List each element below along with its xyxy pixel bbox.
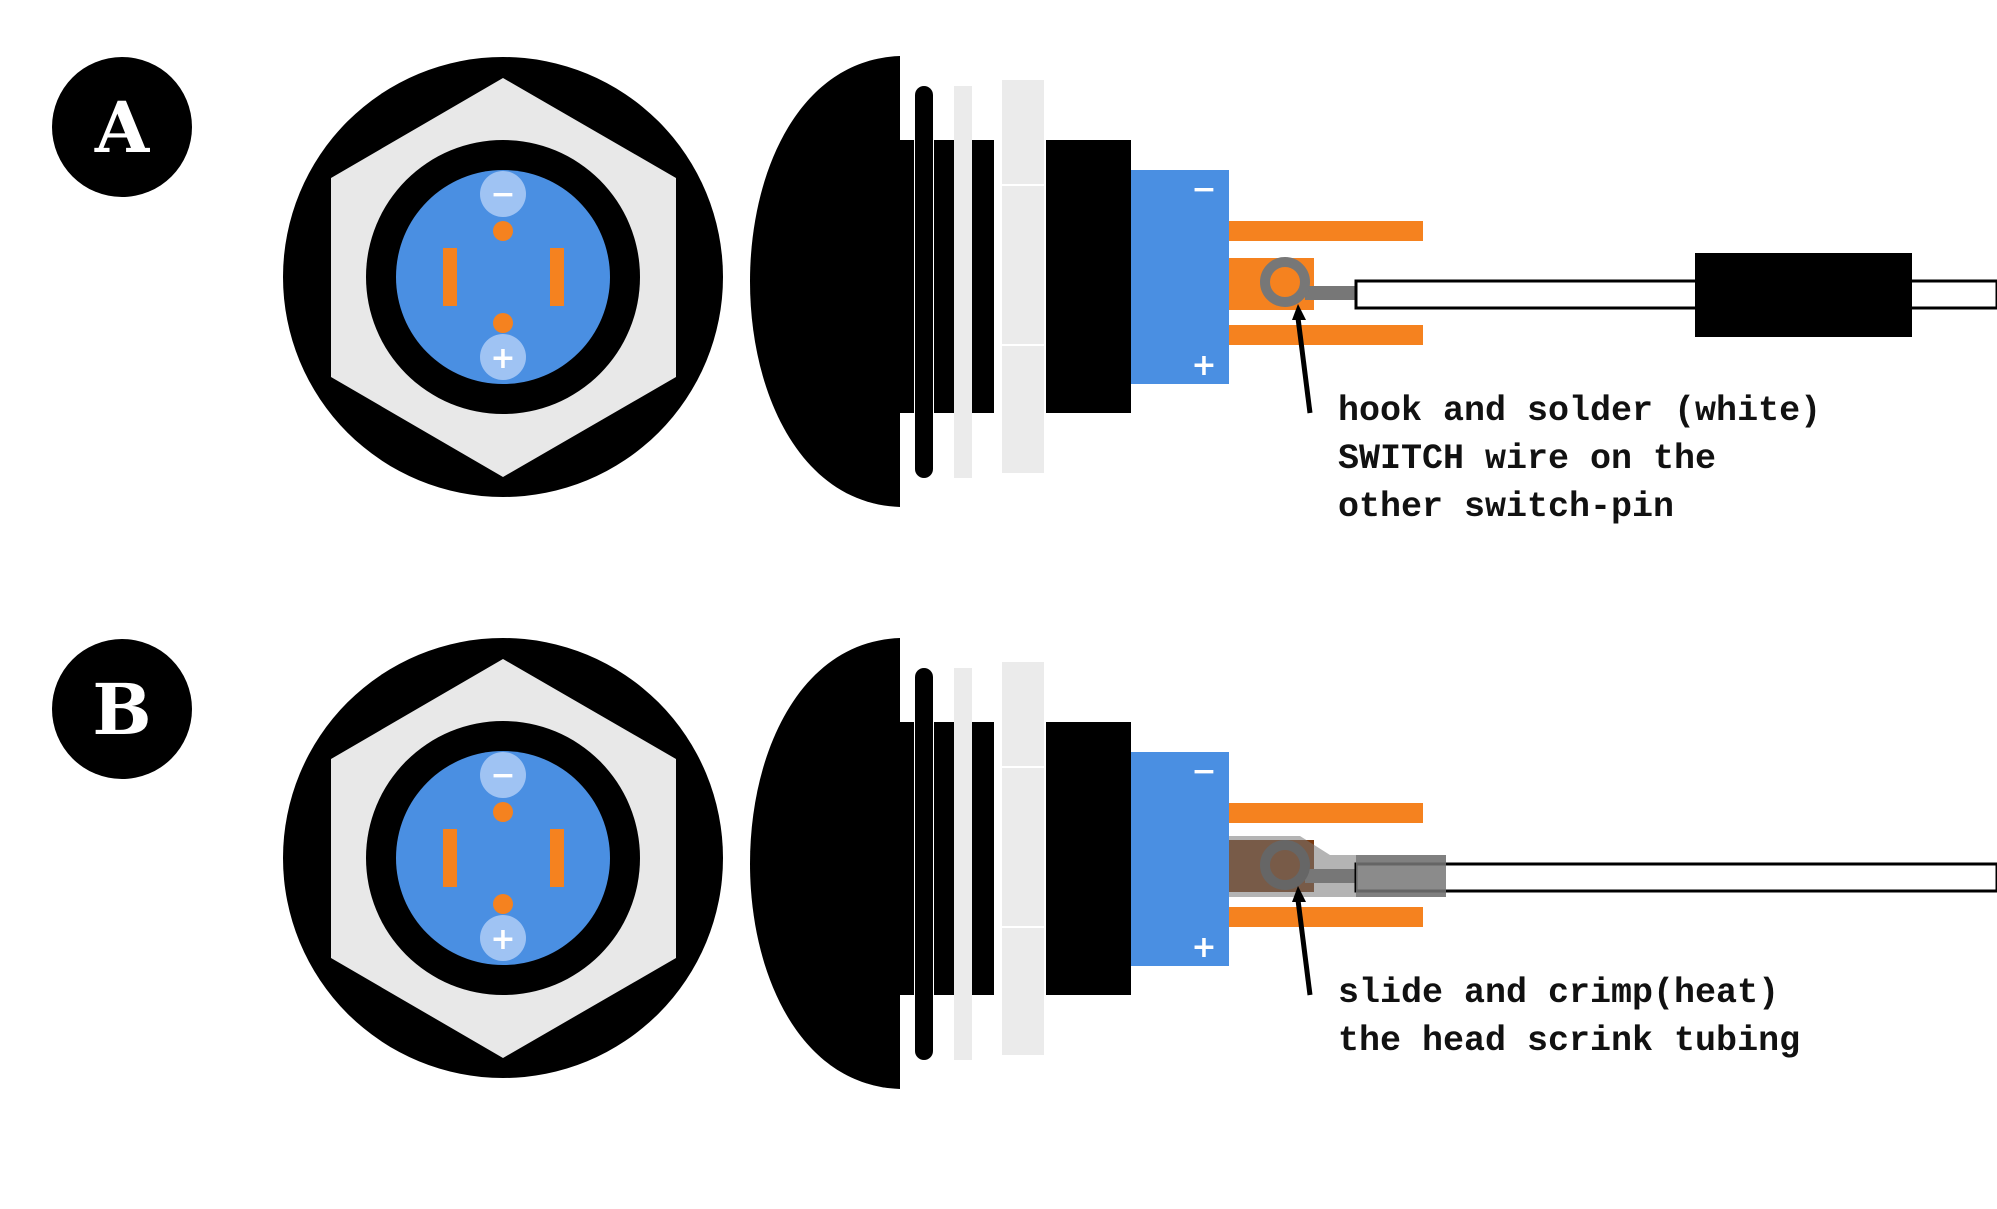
badge-a: A bbox=[52, 57, 192, 197]
switch-front-view-icon: − + bbox=[283, 638, 723, 1078]
note-b-line-1: slide and crimp(heat) bbox=[1338, 973, 1779, 1013]
note-a-line-1: hook and solder (white) bbox=[1338, 391, 1821, 431]
front-minus-label: − bbox=[490, 758, 515, 793]
front-plus-label: + bbox=[490, 922, 515, 957]
note-b: slide and crimp(heat) the head scrink tu… bbox=[1338, 973, 1800, 1061]
front-minus-label: − bbox=[490, 177, 515, 212]
heat-shrink-tube bbox=[1356, 855, 1446, 897]
side-minus-label: − bbox=[1191, 172, 1216, 207]
note-b-line-2: the head scrink tubing bbox=[1338, 1021, 1800, 1061]
badge-b-label: B bbox=[92, 668, 151, 751]
switch-wire bbox=[1260, 253, 1997, 337]
pointer-arrow-a bbox=[1295, 317, 1313, 414]
heat-shrink-tube bbox=[1695, 253, 1912, 337]
note-a: hook and solder (white) SWITCH wire on t… bbox=[1338, 391, 1821, 527]
badge-b: B bbox=[52, 639, 192, 779]
switch-front-view-icon: − + bbox=[283, 57, 723, 497]
side-plus-label: + bbox=[1191, 930, 1216, 965]
panel-a: A − + bbox=[52, 56, 1997, 527]
badge-a-label: A bbox=[94, 86, 151, 169]
side-minus-label: − bbox=[1191, 754, 1216, 789]
pointer-arrow-b bbox=[1295, 899, 1313, 996]
panel-b: B − + − bbox=[52, 638, 1997, 1089]
note-a-line-3: other switch-pin bbox=[1338, 487, 1674, 527]
switch-wire-with-tubing bbox=[1229, 836, 1997, 897]
switch-side-view-icon: − + bbox=[750, 56, 1423, 507]
note-a-line-2: SWITCH wire on the bbox=[1338, 439, 1716, 479]
side-plus-label: + bbox=[1191, 348, 1216, 383]
front-plus-label: + bbox=[490, 341, 515, 376]
